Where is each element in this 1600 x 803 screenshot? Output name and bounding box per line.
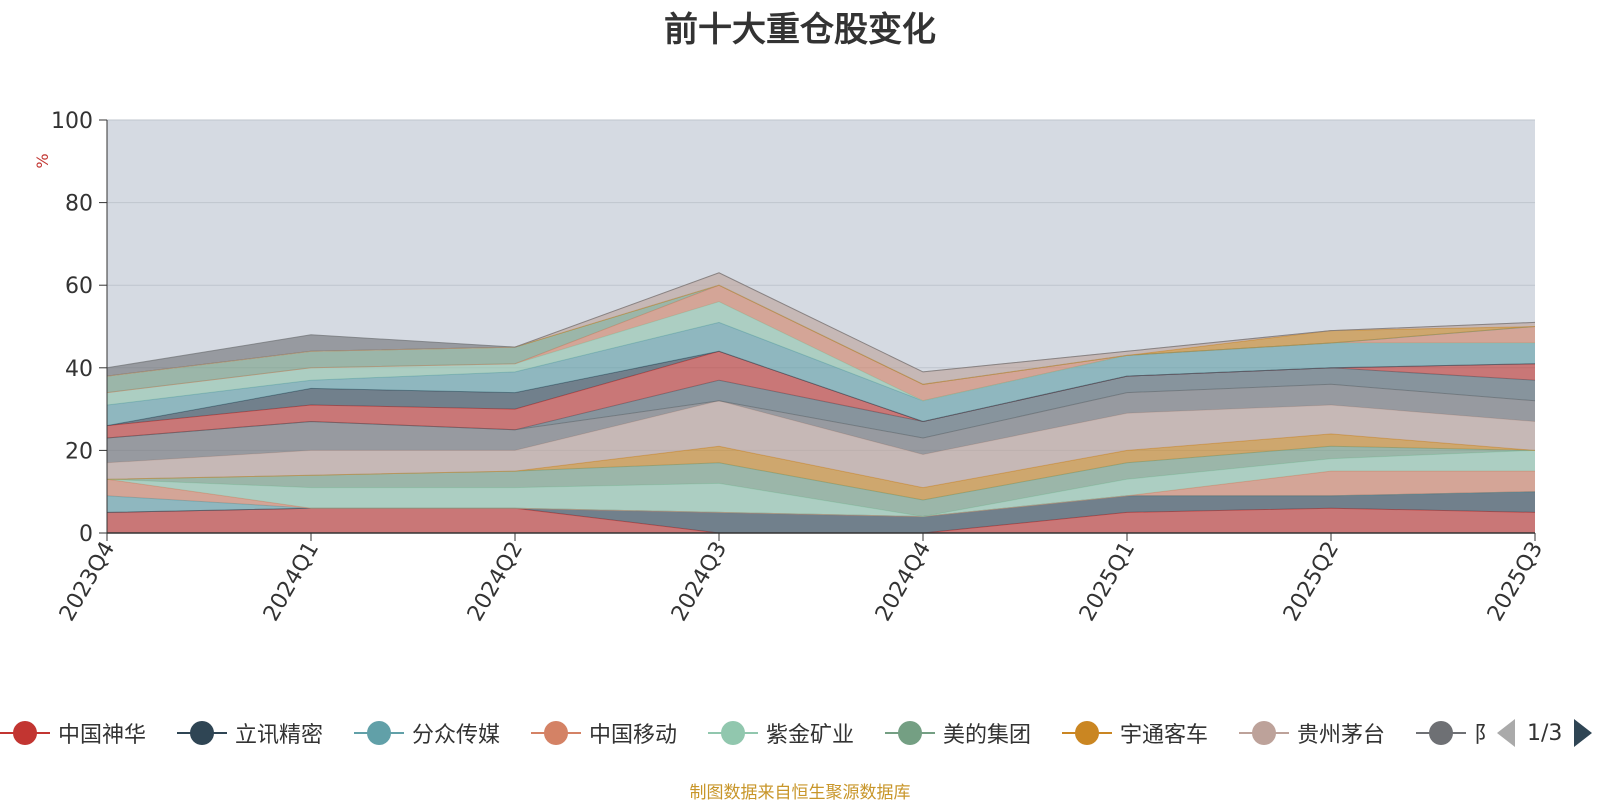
area-series-3 (107, 471, 1535, 517)
source-note: 制图数据来自恒生聚源数据库 (689, 783, 911, 803)
legend-label: 中国神华 (58, 723, 147, 748)
legend-marker-icon (1416, 715, 1466, 751)
area-series-11 (107, 351, 1535, 426)
legend-prev-page-icon[interactable] (1497, 719, 1515, 747)
legend-label: 美的集团 (943, 723, 1032, 748)
legend-item[interactable]: 中国神华 (0, 715, 146, 751)
legend-marker-icon (177, 715, 227, 751)
legend-label: 分众传媒 (412, 723, 501, 748)
legend-marker-icon (708, 715, 758, 751)
legend-marker-icon (1062, 715, 1112, 751)
area-series-14 (107, 285, 1535, 401)
x-tick-label: 2025Q3 (1483, 538, 1548, 626)
area-series-4 (107, 450, 1535, 517)
legend-item[interactable]: 中国移动 (531, 715, 677, 751)
legend-items: 中国神华 立讯精密 分众传媒 中国移动 紫金矿业 美的集团 宇通客车 贵州茅台 阝 (0, 715, 1485, 751)
x-tick-label: 2024Q4 (871, 538, 936, 626)
legend-label: 立讯精密 (235, 723, 324, 748)
y-tick-label: 60 (65, 274, 93, 299)
x-tick-label: 2024Q2 (463, 538, 528, 626)
legend-page-indicator: 1/3 (1527, 720, 1563, 746)
legend-label: 紫金矿业 (766, 723, 855, 748)
legend-item[interactable]: 立讯精密 (177, 715, 323, 751)
y-axis-label: % (33, 153, 52, 168)
x-tick-label: 2025Q2 (1279, 538, 1344, 626)
area-chart: 0 20 40 60 80 100% 2023Q4 2024Q1 2024Q2 2024Q3 202… (33, 109, 1548, 626)
x-tick-label: 2023Q4 (55, 538, 120, 626)
legend-next-page-icon[interactable] (1574, 719, 1593, 747)
legend-label: 贵州茅台 (1297, 723, 1386, 748)
legend-label: 阝 (1474, 717, 1485, 749)
y-tick-label: 0 (79, 522, 93, 547)
x-tick-label: 2024Q3 (667, 538, 732, 626)
x-tick-label: 2025Q1 (1075, 538, 1140, 626)
legend-marker-icon (531, 715, 581, 751)
area-series-17 (107, 272, 1535, 385)
legend-item[interactable]: 贵州茅台 (1239, 715, 1385, 751)
area-series-9 (107, 367, 1535, 438)
legend-marker-icon (885, 715, 935, 751)
legend-marker-icon (1239, 715, 1289, 751)
legend-pager: 1/3 (1497, 718, 1593, 748)
y-tick-label: 40 (65, 357, 93, 382)
y-tick-label: 80 (65, 192, 93, 217)
legend-marker-icon (0, 715, 50, 751)
area-series-0 (107, 508, 1535, 533)
chart-title: 前十大重仓股变化 (664, 10, 936, 50)
legend-label: 宇通客车 (1120, 723, 1209, 748)
area-series-8 (107, 384, 1535, 463)
chart-legend: 中国神华 立讯精密 分众传媒 中国移动 紫金矿业 美的集团 宇通客车 贵州茅台 阝 (0, 715, 1600, 751)
legend-marker-icon (354, 715, 404, 751)
legend-label: 中国移动 (589, 723, 678, 748)
legend-item[interactable]: 阝 (1416, 715, 1485, 751)
y-tick-label: 20 (65, 439, 93, 464)
y-tick-label: 100 (51, 109, 93, 134)
area-series-10 (107, 351, 1535, 438)
area-series-1 (107, 491, 1535, 533)
area-series-line-18 (106, 272, 1536, 373)
area-series-13 (107, 301, 1535, 405)
legend-item[interactable]: 分众传媒 (354, 715, 500, 751)
legend-item[interactable]: 宇通客车 (1062, 715, 1208, 751)
legend-item[interactable]: 紫金矿业 (708, 715, 854, 751)
x-tick-label: 2024Q1 (259, 538, 324, 626)
area-series-7 (107, 400, 1535, 488)
area-series-12 (107, 322, 1535, 426)
legend-item[interactable]: 美的集团 (885, 715, 1031, 751)
